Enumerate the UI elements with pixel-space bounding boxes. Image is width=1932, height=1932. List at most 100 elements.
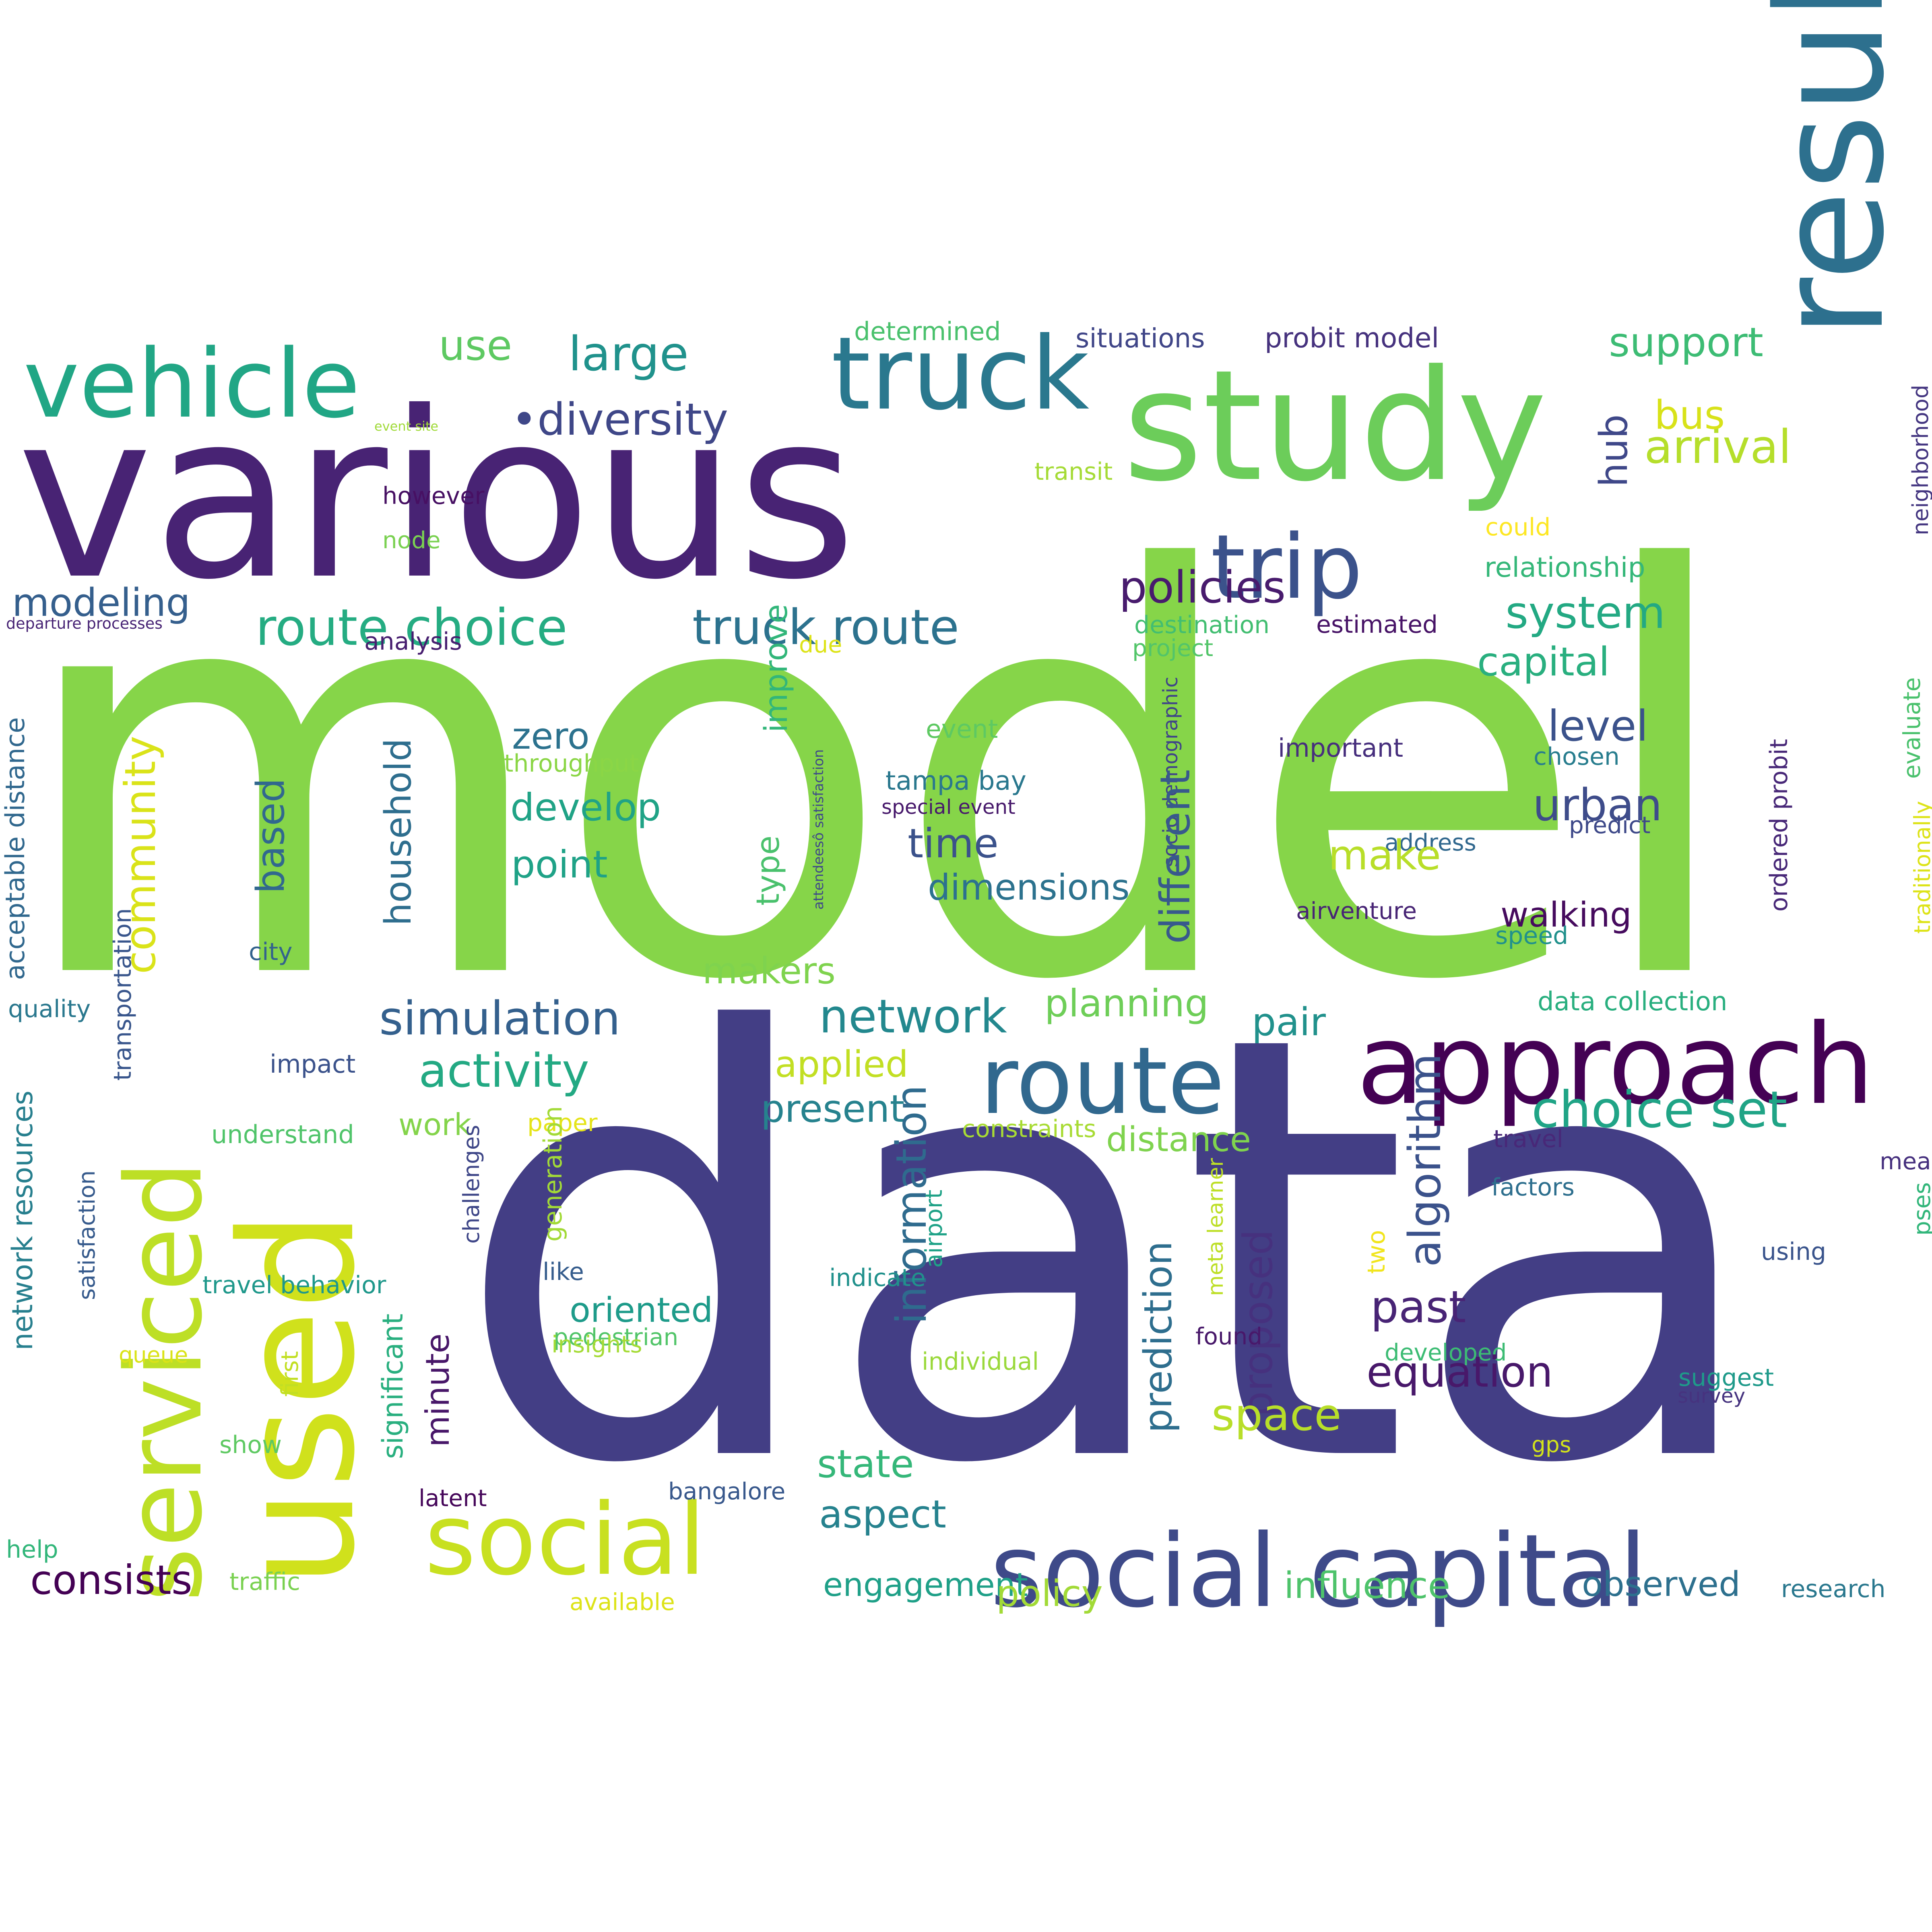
word-diversity: •diversity [511, 394, 728, 445]
word-approach: approach [1356, 1000, 1874, 1129]
word-route-choice: route choice [256, 599, 568, 657]
word-arrival: arrival [1644, 420, 1791, 474]
word-transportation: transportation [109, 908, 137, 1081]
word-information: information [888, 1085, 936, 1324]
word-throughput: throughput [504, 749, 639, 778]
word-however: however [382, 482, 485, 510]
word-time: time [908, 820, 999, 867]
word-departure-processes: departure processes [6, 615, 163, 632]
word-understand: understand [211, 1120, 354, 1149]
word-hub: hub [1592, 414, 1636, 487]
word-consists: consists [30, 1556, 192, 1604]
word-survey: survey [1678, 1384, 1745, 1408]
word-constraints: constraints [962, 1115, 1096, 1143]
word-urban: urban [1533, 779, 1662, 831]
word-minute: minute [419, 1333, 456, 1447]
word-type: type [750, 836, 786, 906]
word-using: using [1761, 1238, 1826, 1266]
word-first: first [276, 1351, 303, 1397]
word-estimated: estimated [1316, 611, 1438, 639]
word-like: like [543, 1258, 584, 1286]
word-capital: capital [1477, 639, 1610, 685]
word-travel: travel [1493, 1125, 1563, 1153]
word-policy: policy [996, 1573, 1103, 1615]
word-research: research [1781, 1575, 1886, 1603]
word-activity: activity [419, 1044, 589, 1098]
word-neighborhood: neighborhood [1908, 385, 1932, 535]
word-truck: truck [831, 315, 1090, 432]
word-observed: observed [1582, 1565, 1740, 1604]
word-factors: factors [1491, 1173, 1575, 1201]
word-data: data [453, 911, 1767, 1591]
word-state: state [817, 1442, 914, 1486]
word-household: household [377, 738, 419, 926]
word-equation: equation [1366, 1348, 1553, 1397]
word-predict: predict [1569, 811, 1651, 839]
word-different: different [1152, 770, 1199, 944]
word-present: present [761, 1087, 904, 1131]
word-travel-behavior: travel behavior [202, 1271, 386, 1299]
word-proposed: proposed [1234, 1230, 1282, 1417]
word-impact: impact [270, 1049, 355, 1079]
word-chosen: chosen [1534, 743, 1620, 771]
word-distance: distance [1106, 1120, 1251, 1160]
word-applied: applied [775, 1043, 908, 1086]
word-relationship: relationship [1484, 552, 1645, 584]
word-speed: speed [1495, 922, 1568, 950]
word-situations: situations [1075, 323, 1205, 354]
word-generation: generation [538, 1106, 568, 1242]
word-found: found [1195, 1323, 1262, 1350]
word-influence: influence [1284, 1565, 1450, 1607]
word-walking: walking [1501, 895, 1632, 935]
word-simulation: simulation [379, 992, 620, 1046]
word-improve: improve [758, 604, 795, 733]
word-ordered-probit: ordered probit [1765, 739, 1793, 912]
word-gps: gps [1532, 1432, 1571, 1457]
word-event: event [926, 714, 998, 744]
word-various: various [17, 363, 857, 630]
word-evaluate: evaluate [1898, 677, 1926, 779]
word-modeling: modeling [12, 581, 190, 625]
word-work: work [398, 1107, 472, 1142]
word-challenges: challenges [458, 1125, 484, 1244]
word-important: important [1278, 733, 1403, 763]
word-support: support [1609, 319, 1763, 366]
word-used: used [206, 1210, 389, 1588]
word-past: past [1371, 1281, 1466, 1333]
word-prediction: prediction [1136, 1241, 1181, 1433]
word-use: use [439, 322, 512, 370]
word-analysis: analysis [364, 627, 462, 656]
word-event-site: event site [374, 419, 438, 434]
word-route: route [980, 1028, 1225, 1135]
word-model: model [12, 455, 1742, 1101]
word-show: show [219, 1431, 282, 1459]
word-zero: zero [512, 715, 590, 758]
word-community: community [116, 736, 165, 974]
word-pedestrian: pedestrian [553, 1323, 678, 1351]
word-makers: makers [702, 950, 836, 992]
word-policies: policies [1119, 561, 1286, 613]
word-aspect: aspect [819, 1492, 946, 1537]
word-study: study [1123, 337, 1547, 515]
word-level: level [1548, 702, 1648, 751]
word-address: address [1385, 829, 1476, 856]
word-oriented: oriented [570, 1290, 713, 1330]
word-city: city [249, 938, 293, 966]
word-paper: paper [527, 1109, 598, 1137]
word-suggest: suggest [1678, 1364, 1774, 1392]
word-insights: insights [551, 1331, 642, 1358]
word-result: result [1746, 0, 1917, 338]
word-socio-demographic: socio demographic [1159, 677, 1182, 867]
word-network: network [819, 990, 1007, 1044]
word-traffic: traffic [229, 1568, 300, 1596]
word-quality: quality [8, 995, 91, 1023]
word-due: due [799, 632, 842, 658]
word-algorithm: algorithm [1399, 1053, 1451, 1267]
word-available: available [570, 1588, 675, 1616]
word-bangalore: bangalore [668, 1478, 785, 1505]
word-choice-set: choice set [1532, 1081, 1788, 1139]
word-measure: measure [1880, 1148, 1932, 1175]
word-determined: determined [854, 317, 1001, 346]
word-help: help [6, 1536, 58, 1564]
word-latent: latent [419, 1484, 487, 1512]
